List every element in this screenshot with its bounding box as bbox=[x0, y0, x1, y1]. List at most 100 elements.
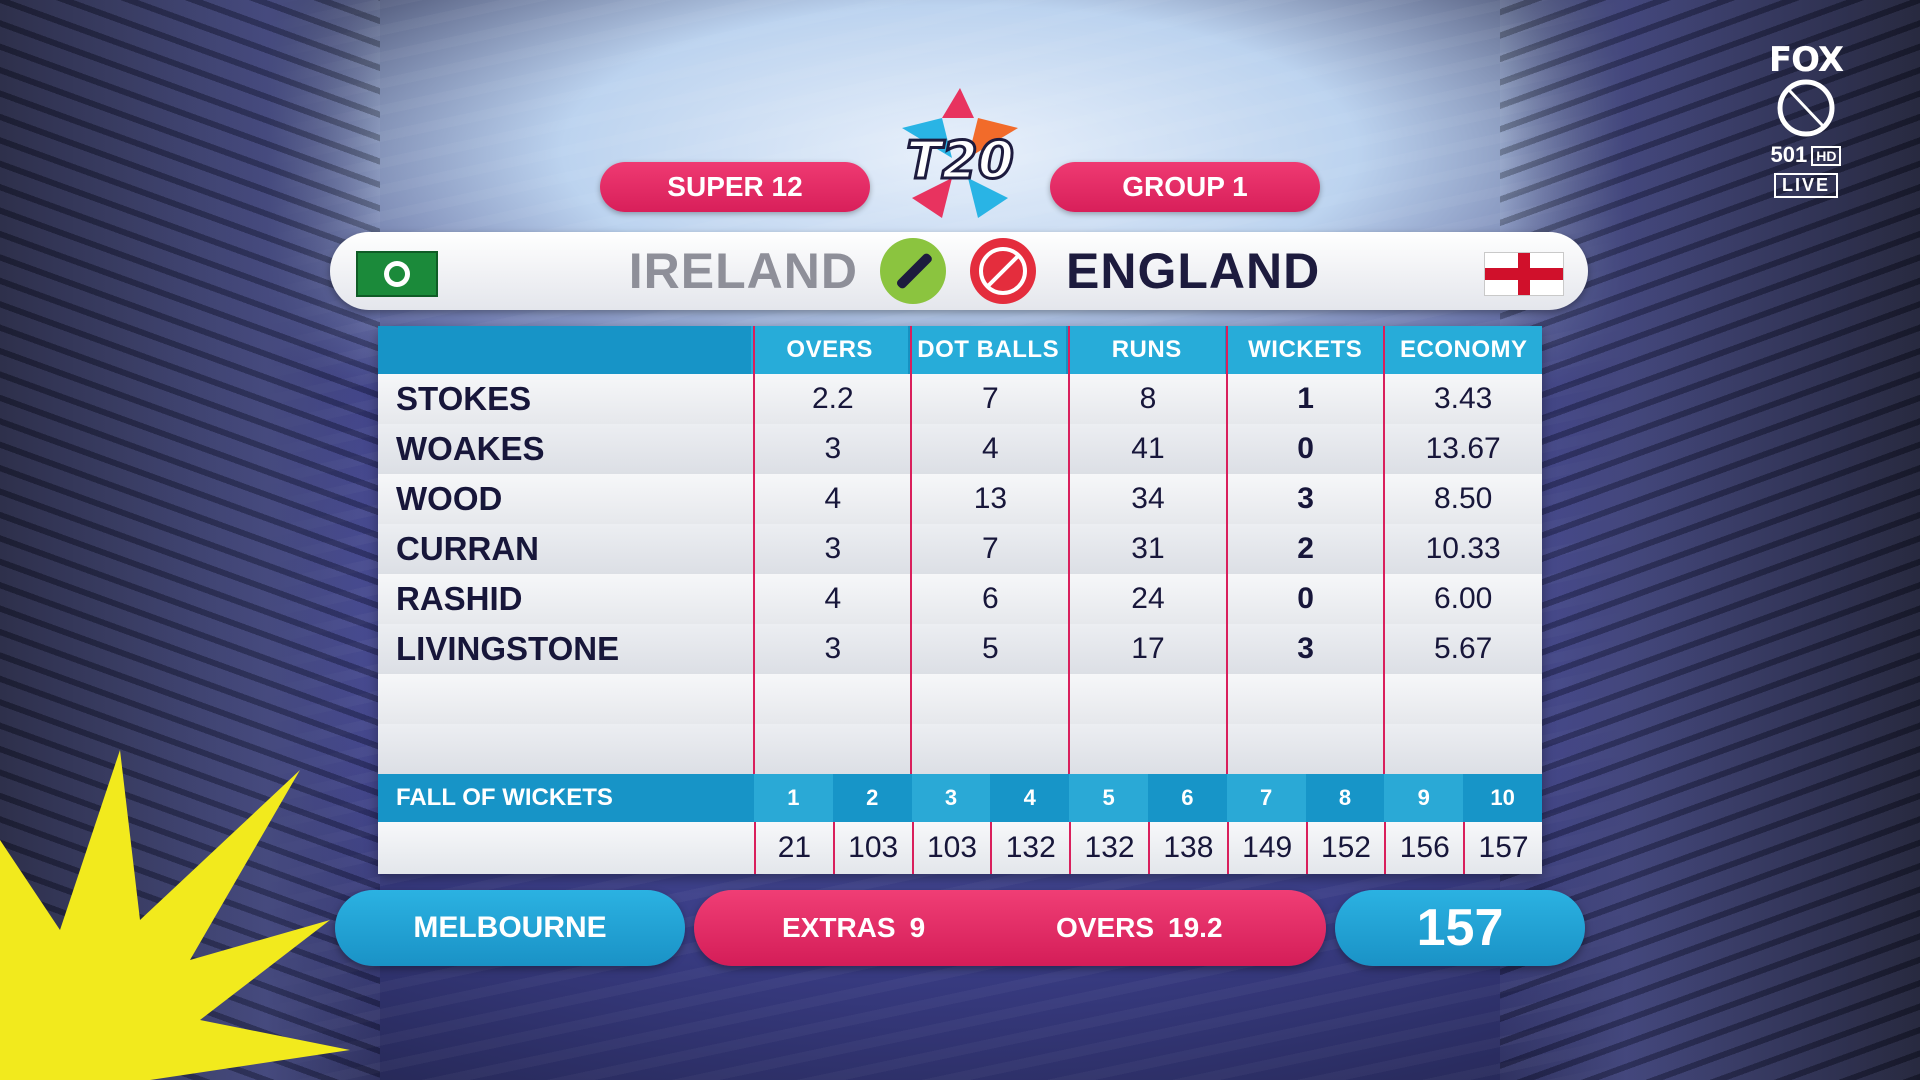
column-header-dot-balls: DOT BALLS bbox=[907, 326, 1067, 374]
batting-team-name: IRELAND bbox=[628, 243, 858, 299]
column-header-wickets: WICKETS bbox=[1224, 326, 1384, 374]
runs-value: 8 bbox=[1139, 382, 1157, 415]
table-row: CURRAN 3 7 31 2 10.33 bbox=[378, 524, 1542, 574]
wickets-value: 2 bbox=[1297, 532, 1314, 565]
fall-of-wickets-scores: 21 103 103 132 132 138 149 152 156 157 bbox=[378, 822, 1542, 874]
dot-balls-value: 7 bbox=[982, 532, 999, 565]
column-divider bbox=[1383, 326, 1385, 774]
fall-of-wickets-title: FALL OF WICKETS bbox=[378, 774, 754, 822]
teams-bar: IRELAND ENGLAND bbox=[330, 232, 1588, 310]
logo-text: T20 bbox=[906, 131, 1014, 191]
wicket-score: 152 bbox=[1305, 822, 1385, 874]
channel-value: 501 bbox=[1770, 142, 1808, 167]
hd-badge: HD bbox=[1811, 146, 1842, 167]
yellow-burst-graphic bbox=[0, 750, 350, 1080]
england-flag-icon bbox=[1484, 252, 1564, 296]
column-header-overs: OVERS bbox=[751, 326, 908, 374]
cricket-ball-team-icon bbox=[970, 238, 1036, 304]
bowling-team-name: ENGLAND bbox=[1066, 243, 1321, 299]
extras-overs-pill: EXTRAS 9 OVERS 19.2 bbox=[694, 890, 1326, 966]
wicket-number: 5 bbox=[1069, 774, 1148, 822]
bowling-scorecard: OVERS DOT BALLS RUNS WICKETS ECONOMY STO… bbox=[378, 326, 1542, 874]
channel-number: 501 HD bbox=[1760, 142, 1852, 169]
broadcaster-brand: FOX bbox=[1768, 40, 1844, 80]
wicket-score: 149 bbox=[1226, 822, 1306, 874]
overs-value: 3 bbox=[824, 632, 842, 665]
runs-value: 41 bbox=[1131, 432, 1165, 465]
column-divider bbox=[1226, 326, 1228, 774]
column-header-runs: RUNS bbox=[1066, 326, 1225, 374]
wicket-number: 3 bbox=[911, 774, 991, 822]
wickets-value: 3 bbox=[1297, 632, 1314, 665]
dot-balls-value: 4 bbox=[982, 432, 999, 465]
dot-balls-value: 6 bbox=[982, 582, 999, 615]
wicket-number: 10 bbox=[1463, 774, 1542, 822]
bowler-name: WOAKES bbox=[396, 430, 545, 467]
wicket-number: 8 bbox=[1305, 774, 1385, 822]
bowler-name: CURRAN bbox=[396, 530, 539, 567]
stage-pill: SUPER 12 bbox=[600, 162, 870, 212]
bowler-name: STOKES bbox=[396, 380, 532, 417]
innings-total: 157 bbox=[1335, 890, 1585, 966]
wicket-number: 4 bbox=[990, 774, 1070, 822]
extras-segment: EXTRAS 9 bbox=[782, 890, 925, 966]
wicket-number: 9 bbox=[1384, 774, 1464, 822]
column-divider bbox=[910, 326, 912, 774]
wicket-number: 1 bbox=[754, 774, 833, 822]
dot-balls-value: 13 bbox=[973, 482, 1008, 515]
table-header: OVERS DOT BALLS RUNS WICKETS ECONOMY bbox=[378, 326, 1542, 374]
economy-value: 6.00 bbox=[1433, 582, 1493, 615]
group-pill: GROUP 1 bbox=[1050, 162, 1320, 212]
bowler-name: LIVINGSTONE bbox=[396, 630, 620, 667]
wicket-score: 157 bbox=[1463, 822, 1542, 874]
wickets-value: 3 bbox=[1297, 482, 1314, 515]
table-row: WOOD 4 13 34 3 8.50 bbox=[378, 474, 1542, 524]
header-name-cell bbox=[378, 326, 752, 374]
wicket-score: 103 bbox=[911, 822, 991, 874]
column-divider bbox=[753, 326, 755, 774]
fall-of-wickets-header: FALL OF WICKETS 1 2 3 4 5 6 7 8 9 10 bbox=[378, 774, 1542, 822]
runs-value: 34 bbox=[1131, 482, 1165, 515]
wickets-value: 0 bbox=[1297, 432, 1314, 465]
venue-pill: MELBOURNE bbox=[335, 890, 685, 966]
runs-value: 31 bbox=[1131, 532, 1165, 565]
cricket-ball-icon bbox=[1777, 79, 1835, 137]
table-row: WOAKES 3 4 41 0 13.67 bbox=[378, 424, 1542, 474]
bowler-name: WOOD bbox=[396, 480, 503, 517]
wicket-number: 6 bbox=[1147, 774, 1227, 822]
overs-segment: OVERS 19.2 bbox=[1056, 890, 1223, 966]
dot-balls-value: 5 bbox=[982, 632, 999, 665]
table-body: STOKES 2.2 7 8 1 3.43 WOAKES 3 4 41 0 13… bbox=[378, 374, 1542, 774]
cricket-bat-icon bbox=[880, 238, 946, 304]
economy-value: 13.67 bbox=[1425, 432, 1501, 465]
runs-value: 17 bbox=[1131, 632, 1165, 665]
runs-value: 24 bbox=[1131, 582, 1165, 615]
table-row-empty bbox=[378, 724, 1542, 774]
wicket-score: 156 bbox=[1384, 822, 1463, 874]
extras-label: EXTRAS bbox=[782, 912, 896, 943]
ireland-flag-icon bbox=[356, 251, 438, 297]
economy-value: 10.33 bbox=[1425, 532, 1501, 565]
table-row: LIVINGSTONE 3 5 17 3 5.67 bbox=[378, 624, 1542, 674]
column-divider bbox=[1068, 326, 1070, 774]
overs-value: 3 bbox=[824, 432, 842, 465]
overs-value: 2.2 bbox=[811, 382, 854, 415]
table-row-empty bbox=[378, 674, 1542, 724]
overs-value: 4 bbox=[824, 482, 842, 515]
wicket-score: 103 bbox=[832, 822, 912, 874]
overs-value: 3 bbox=[824, 532, 842, 565]
fow-spacer bbox=[378, 822, 754, 874]
economy-value: 8.50 bbox=[1433, 482, 1493, 515]
wicket-score: 21 bbox=[754, 822, 833, 874]
economy-value: 3.43 bbox=[1433, 382, 1493, 415]
wicket-score: 138 bbox=[1147, 822, 1227, 874]
bowler-name: RASHID bbox=[396, 580, 523, 617]
live-badge: LIVE bbox=[1773, 173, 1838, 199]
wicket-number: 7 bbox=[1226, 774, 1306, 822]
wicket-score: 132 bbox=[990, 822, 1069, 874]
economy-value: 5.67 bbox=[1433, 632, 1493, 665]
table-row: STOKES 2.2 7 8 1 3.43 bbox=[378, 374, 1542, 424]
broadcaster-logo: FOX 501 HD LIVE bbox=[1760, 42, 1852, 222]
dot-balls-value: 7 bbox=[982, 382, 999, 415]
table-row: RASHID 4 6 24 0 6.00 bbox=[378, 574, 1542, 624]
